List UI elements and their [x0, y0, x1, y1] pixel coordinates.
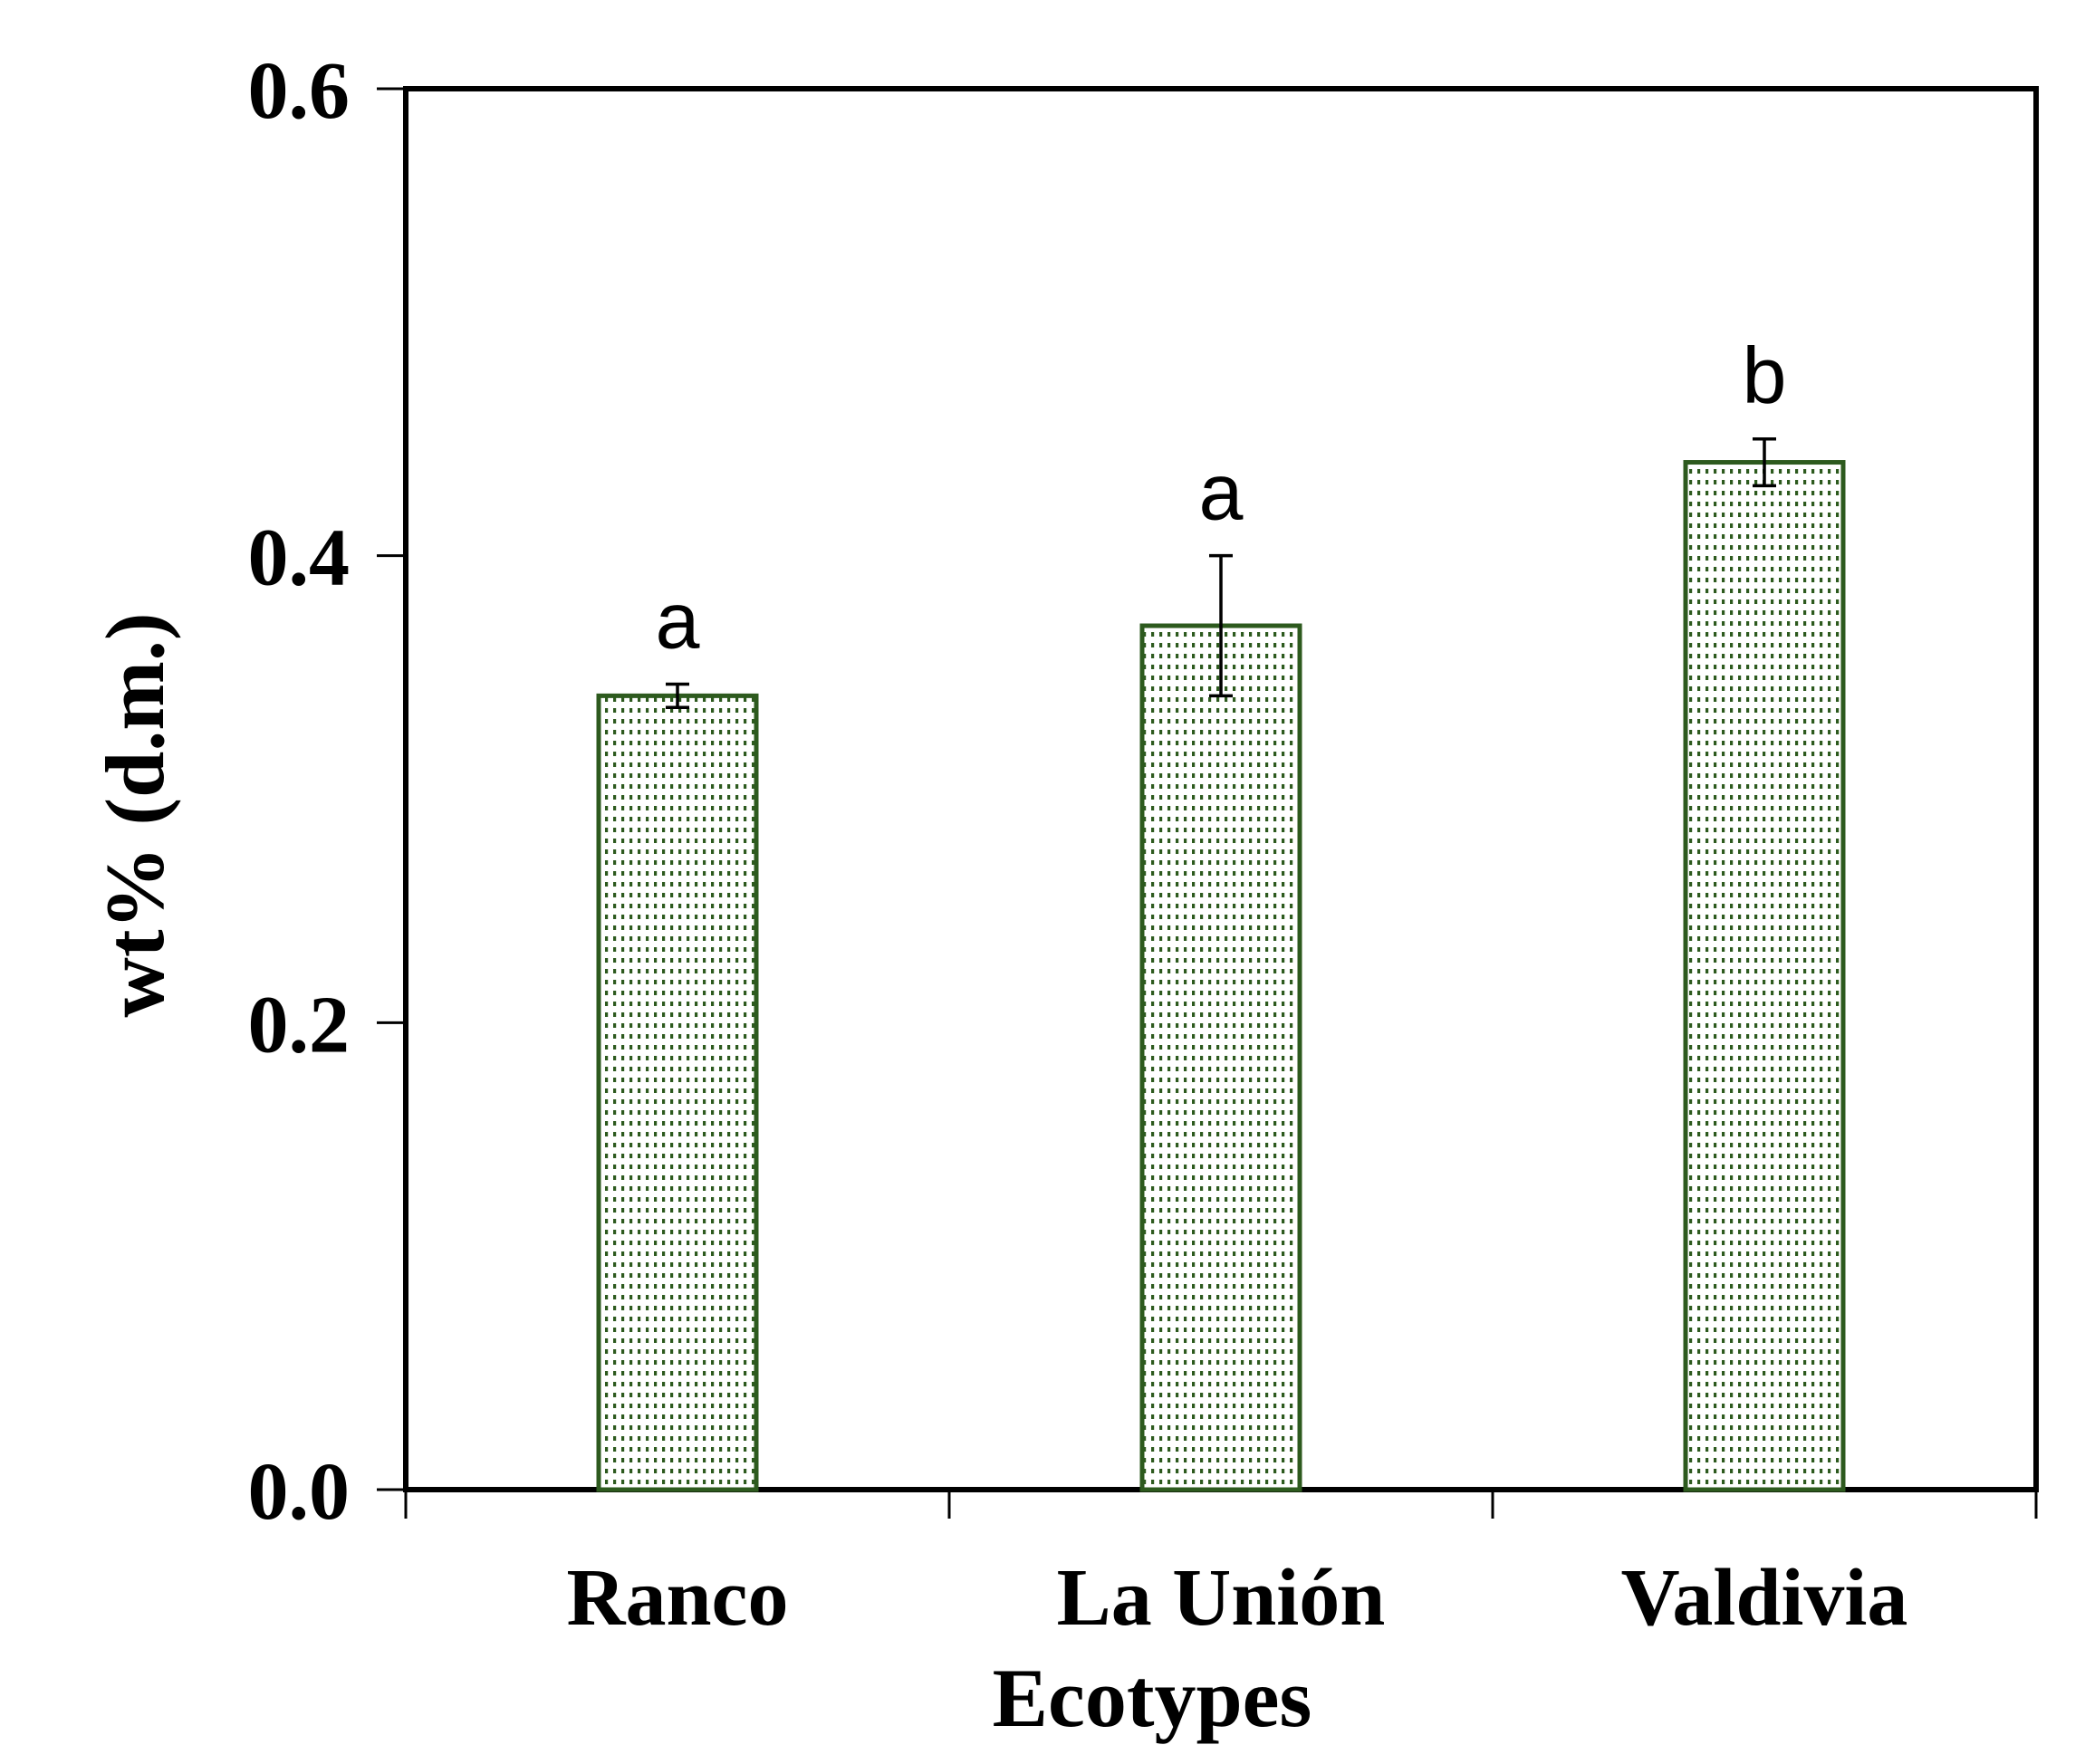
x-category-label: La Unión: [1057, 1553, 1386, 1643]
significance-letter: b: [1743, 331, 1787, 420]
bars: a a b: [596, 331, 1846, 1492]
y-axis-title: wt% (d.m.): [89, 612, 181, 1017]
y-tick-label: 0.4: [248, 513, 351, 603]
bar: [1139, 623, 1302, 1492]
y-tick-label: 0.0: [248, 1447, 351, 1537]
significance-letter: a: [656, 575, 700, 665]
bar: [596, 693, 759, 1492]
x-axis: Ranco La Unión Valdivia: [404, 1490, 2038, 1643]
bar: [1683, 460, 1846, 1492]
significance-letter: a: [1199, 447, 1244, 537]
y-axis: 0.0 0.2 0.4 0.6: [248, 46, 406, 1537]
x-category-label: Ranco: [567, 1553, 789, 1643]
x-category-label: Valdivia: [1621, 1553, 1908, 1643]
y-tick-label: 0.6: [248, 46, 351, 136]
y-tick-label: 0.2: [248, 980, 351, 1069]
x-axis-title: Ecotypes: [993, 1652, 1312, 1744]
